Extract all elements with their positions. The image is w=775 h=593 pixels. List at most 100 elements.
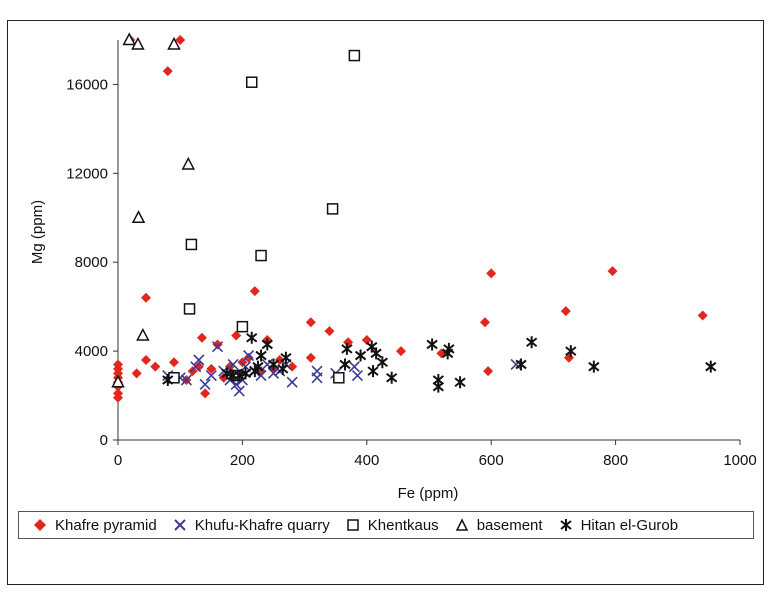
square-point — [255, 249, 267, 262]
scatter-plot: 0 200 400 600 800 1000 0 4000 8000 12000 16000 Fe … — [29, 32, 757, 502]
square-point — [183, 303, 196, 315]
asterisk-point — [261, 338, 273, 351]
asterisk-point — [341, 342, 353, 355]
x-tick-label: 1000 — [723, 452, 756, 469]
triangle-point — [122, 32, 136, 46]
diamond-point — [162, 66, 173, 77]
asterisk-point — [705, 360, 717, 373]
diamond-point — [486, 268, 497, 279]
legend-item-khufu-khafre-quarry: Khufu-Khafre quarry — [173, 517, 330, 534]
asterisk-point — [339, 358, 351, 371]
x-tick-label: 0 — [114, 452, 122, 469]
legend-label: Hitan el-Gurob — [580, 516, 679, 534]
triangle-point — [131, 210, 146, 224]
asterisk-point — [526, 336, 538, 349]
diamond-point — [361, 335, 372, 345]
asterisk-point — [376, 356, 388, 369]
asterisk-point — [386, 371, 398, 384]
asterisk-point — [280, 351, 292, 364]
triangle-point — [167, 36, 181, 50]
x-point — [243, 349, 255, 362]
diamond-point — [396, 346, 407, 357]
asterisk-point — [233, 369, 245, 382]
diamond-point — [560, 306, 571, 317]
diamond-point — [113, 359, 123, 370]
asterisk-point — [454, 376, 466, 389]
diamond-icon — [34, 519, 46, 531]
legend-item-hitan-el-gurob: Hitan el-Gurob — [559, 516, 679, 534]
x-point — [311, 372, 323, 384]
x-point — [205, 369, 217, 382]
diamond-point — [168, 357, 179, 368]
square-point — [333, 372, 345, 384]
asterisk-point — [267, 358, 280, 371]
asterisk-point — [426, 338, 438, 351]
x-tick-label: 800 — [603, 452, 628, 469]
y-tick-label: 0 — [100, 432, 108, 449]
x-point — [267, 367, 280, 379]
asterisk-point — [367, 365, 379, 378]
x-point — [180, 374, 192, 386]
legend-item-basement: basement — [455, 517, 543, 534]
x-point — [190, 361, 202, 373]
diamond-point — [483, 366, 494, 377]
y-tick-label: 16000 — [66, 76, 108, 93]
y-tick-label: 8000 — [75, 254, 108, 271]
x-point — [227, 358, 239, 371]
triangle-point — [111, 374, 125, 388]
series-basement — [111, 32, 196, 388]
triangle-icon — [455, 518, 468, 531]
diamond-point — [249, 286, 260, 297]
legend-label: Khentkaus — [367, 516, 439, 534]
diamond-point — [206, 363, 217, 374]
axes — [113, 40, 741, 445]
diamond-point — [324, 326, 335, 337]
triangle-point — [181, 156, 196, 170]
asterisk-point — [162, 374, 174, 386]
asterisk-point — [239, 367, 252, 380]
x-axis-title: Fe (ppm) — [398, 485, 459, 502]
y-axis-title: Mg (ppm) — [29, 200, 46, 264]
diamond-point — [196, 332, 207, 343]
diamond-point — [200, 388, 211, 399]
square-point — [348, 49, 361, 62]
diamond-point — [113, 388, 123, 399]
diamond-point — [212, 339, 223, 350]
x-marker-icon — [174, 519, 186, 531]
x-point — [199, 378, 211, 391]
asterisk-point — [252, 360, 264, 373]
triangle-point — [136, 327, 150, 341]
asterisk-point — [443, 342, 455, 355]
y-tick-label: 4000 — [75, 343, 108, 360]
asterisk-point — [370, 347, 382, 360]
diamond-point — [479, 317, 490, 328]
legend-item-khentkaus: Khentkaus — [346, 517, 439, 534]
y-tick-label: 12000 — [66, 165, 108, 182]
square-point — [236, 320, 249, 333]
x-point — [193, 354, 205, 366]
x-tick-label: 200 — [230, 452, 255, 469]
legend-item-khafre-pyramid: Khafre pyramid — [33, 517, 157, 534]
diamond-point — [150, 361, 161, 372]
diamond-point — [305, 317, 316, 328]
square-point — [245, 76, 258, 88]
x-point — [233, 385, 245, 397]
x-point — [348, 361, 360, 373]
asterisk-point — [432, 374, 444, 386]
square-icon — [347, 519, 359, 531]
diamond-point — [697, 310, 708, 321]
series-khentkaus — [168, 49, 361, 384]
legend: Khafre pyramid Khufu-Khafre quarry Khent… — [18, 511, 754, 539]
diamond-point — [131, 368, 142, 379]
legend-label: basement — [476, 516, 543, 534]
diamond-point — [187, 366, 198, 377]
chart-frame — [7, 20, 764, 585]
asterisk-point — [354, 349, 367, 362]
asterisk-icon — [559, 519, 572, 531]
diamond-point — [607, 266, 618, 277]
diamond-point — [231, 330, 242, 341]
diamond-point — [243, 352, 254, 363]
x-tick-label: 600 — [479, 452, 504, 469]
series-khufu-khafre-quarry — [162, 341, 522, 397]
asterisk-point — [565, 345, 577, 358]
